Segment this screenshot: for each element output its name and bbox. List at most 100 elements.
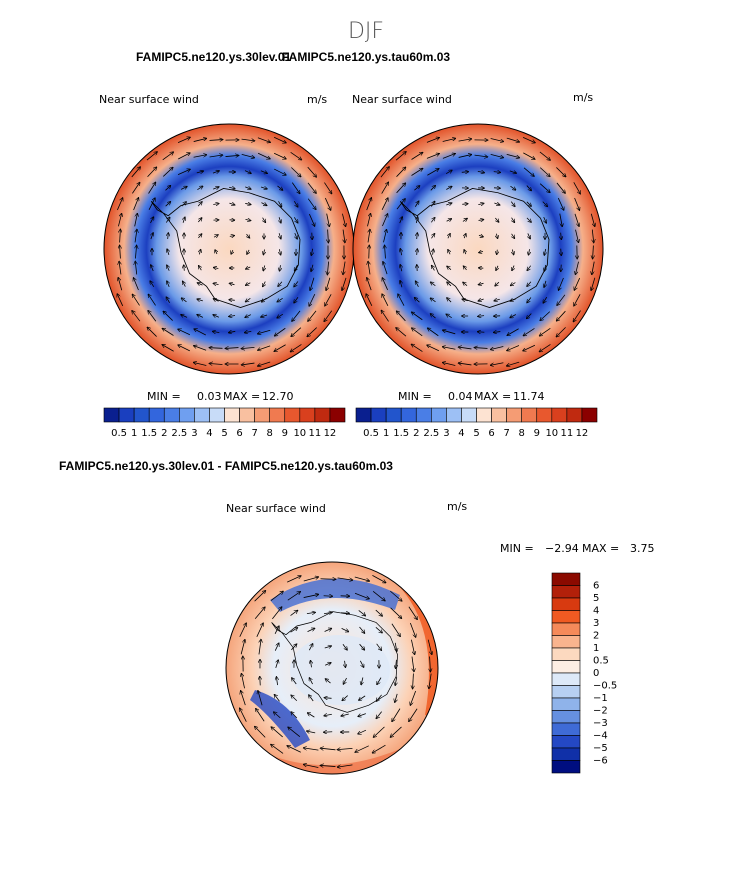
colorbar-label: −4: [593, 731, 608, 742]
wind-arrow: [430, 656, 431, 672]
wind-arrow: [474, 155, 488, 157]
wind-arrow: [271, 745, 284, 754]
wind-arrow: [273, 136, 286, 143]
colorbar-label: 1.5: [141, 428, 157, 439]
wind-arrow: [279, 217, 281, 223]
patch: [290, 635, 390, 705]
wind-arrow: [321, 748, 336, 750]
wind-arrow: [359, 695, 366, 700]
wind-arrow: [274, 712, 281, 719]
colorbar-label: 4: [458, 428, 464, 439]
wind-arrow: [343, 229, 345, 243]
patch: [270, 578, 400, 612]
arrows: [240, 575, 432, 767]
min-label: MIN =: [147, 390, 181, 403]
wind-arrow: [307, 327, 317, 337]
patch: [250, 690, 310, 748]
wind-arrow: [229, 187, 235, 189]
wind-arrow: [132, 295, 140, 306]
colorbar-box: [551, 622, 581, 636]
wind-arrow: [341, 714, 349, 716]
wind-arrow: [523, 152, 534, 159]
wind-arrow: [410, 690, 417, 705]
min-value: 0.04: [448, 390, 473, 403]
wind-arrow: [263, 217, 266, 223]
wind-arrow: [355, 745, 369, 752]
colorbar-label: −6: [593, 756, 608, 767]
colorbar-label: 2.5: [423, 428, 439, 439]
wind-arrow: [150, 217, 153, 224]
wind-arrow: [254, 607, 265, 619]
variable-label: Near surface wind: [352, 93, 452, 106]
wind-arrow: [459, 347, 472, 349]
colorbar-box: [551, 685, 581, 699]
wind-arrow: [162, 345, 174, 352]
wind-arrow: [151, 265, 153, 272]
colorbar-box: [431, 407, 447, 423]
wind-arrow: [491, 362, 504, 366]
wind-arrow: [495, 281, 500, 286]
wind-arrow: [573, 310, 581, 322]
map-fill: [353, 124, 603, 374]
colorbar-label: 7: [503, 428, 509, 439]
wind-arrow: [241, 691, 246, 706]
wind-arrow: [412, 312, 423, 321]
wind-arrow: [512, 233, 515, 238]
wind-arrow: [287, 576, 301, 583]
colorbar-box: [254, 407, 270, 423]
wind-arrow: [400, 249, 401, 256]
wind-arrow: [162, 152, 174, 161]
wind-arrow: [197, 299, 203, 301]
wind-arrow: [524, 328, 535, 335]
wind-arrow: [304, 764, 319, 768]
wind-arrow: [412, 656, 414, 672]
wind-arrow: [194, 329, 206, 336]
wind-arrow: [247, 249, 249, 254]
wind-arrow: [256, 623, 263, 637]
wind-arrow: [557, 197, 563, 210]
wind-arrow: [231, 249, 233, 254]
wind-arrow: [311, 264, 313, 271]
wind-arrow: [478, 316, 485, 317]
colorbar: 0.5 1 1.5 2 2.5 3 4 5 6 7 8 9 10 11 12: [103, 407, 346, 439]
wind-arrow: [341, 628, 349, 631]
wind-arrow: [148, 198, 155, 210]
colorbar: 65 43 21 0.50 −0.5−1 −2−3 −4−5 −6: [551, 572, 617, 774]
wind-arrow: [556, 167, 565, 176]
colorbar-label: 5: [221, 428, 227, 439]
wind-arrow: [377, 677, 382, 685]
wind-arrow: [366, 198, 372, 211]
wind-arrow: [391, 623, 400, 637]
colorbar-label: −5: [593, 743, 608, 754]
wind-arrow: [411, 639, 414, 655]
colorbar-box: [491, 407, 507, 423]
wind-arrow: [209, 140, 223, 141]
wind-arrow: [148, 311, 157, 322]
colorbar-box: [551, 710, 581, 724]
wind-arrow: [342, 277, 347, 290]
wind-arrow: [276, 677, 277, 686]
wind-arrow: [506, 137, 519, 142]
wind-arrow: [198, 283, 203, 285]
panel-case: FAMIPC5.ne120.ys.tau60m.03: [282, 50, 450, 64]
wind-arrow: [430, 298, 436, 303]
colorbar-label: −3: [593, 718, 608, 729]
wind-arrow: [168, 233, 169, 240]
min-max: MIN = 0.03 MAX = 12.70 MIN = 0.04 MAX = …: [147, 390, 545, 403]
wind-arrow: [507, 328, 519, 336]
wind-arrow: [325, 679, 331, 684]
wind-arrow: [507, 361, 520, 366]
wind-arrow: [506, 153, 520, 157]
wind-arrow: [309, 678, 313, 685]
wind-arrow: [261, 203, 266, 206]
wind-arrow: [511, 283, 516, 286]
colorbar-box: [329, 407, 346, 423]
wind-arrow: [413, 673, 414, 689]
wind-arrow: [239, 623, 246, 637]
colorbar-box: [163, 407, 180, 423]
wind-arrow: [226, 348, 239, 349]
wind-arrow: [291, 695, 298, 702]
wind-arrow: [338, 764, 353, 767]
